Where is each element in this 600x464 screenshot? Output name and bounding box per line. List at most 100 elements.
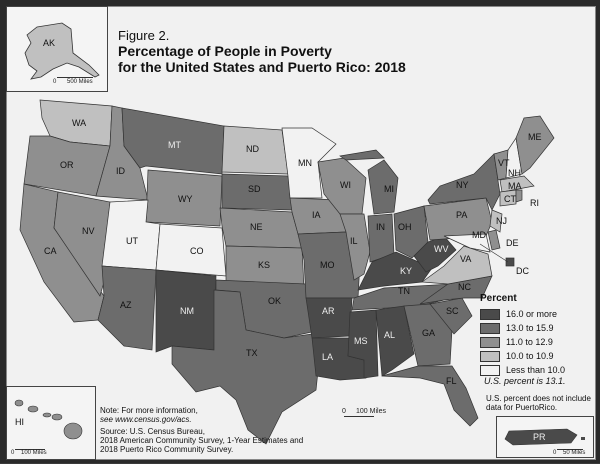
state-label-or: OR xyxy=(60,160,74,170)
state-label-ne: NE xyxy=(250,222,263,232)
figure-title-line1: Percentage of People in Poverty xyxy=(118,43,332,59)
ak-scale-label: 500 Miles xyxy=(67,79,93,85)
state-label-wi: WI xyxy=(340,180,351,190)
us-percent-note: U.S. percent is 13.1. xyxy=(484,376,566,386)
legend-swatch xyxy=(480,336,500,348)
legend-item: 10.0 to 10.9 xyxy=(480,349,592,363)
state-de xyxy=(487,229,501,251)
legend-label: Less than 10.0 xyxy=(506,365,566,375)
puerto-rico-shape xyxy=(504,428,585,446)
dc-leader-line xyxy=(479,243,509,263)
legend-title: Percent xyxy=(480,293,517,304)
state-label-ks: KS xyxy=(258,260,271,270)
note-line: 2018 Puerto Rico Community Survey. xyxy=(100,445,234,454)
state-label-ri: RI xyxy=(530,198,539,208)
state-label-hi: HI xyxy=(15,417,24,427)
state-label-mt: MT xyxy=(168,140,181,150)
state-label-pr: PR xyxy=(533,432,546,442)
alaska-inset: AK 0 500 Miles xyxy=(6,6,108,92)
state-ma xyxy=(499,175,535,193)
note-line: see www.census.gov/acs. xyxy=(100,415,192,424)
state-label-oh: OH xyxy=(398,222,412,232)
legend-swatch xyxy=(480,308,500,320)
main-scale-label: 100 Miles xyxy=(356,408,386,415)
legend: Percent 16.0 or more 13.0 to 15.9 11.0 t… xyxy=(480,293,592,377)
legend-label: 10.0 to 10.9 xyxy=(506,351,554,361)
ak-scale-zero: 0 xyxy=(53,79,57,85)
state-label-sd: SD xyxy=(248,184,261,194)
state-al xyxy=(375,305,415,377)
state-label-ak: AK xyxy=(43,38,56,48)
state-nv xyxy=(53,191,111,297)
state-label-ms: MS xyxy=(354,336,368,346)
state-ga xyxy=(403,303,453,367)
state-label-nd: ND xyxy=(246,144,259,154)
legend-item: 11.0 to 12.9 xyxy=(480,335,592,349)
state-label-ga: GA xyxy=(422,328,436,338)
state-label-co: CO xyxy=(190,246,204,256)
state-label-ia: IA xyxy=(312,210,321,220)
state-ar xyxy=(305,297,353,339)
state-nj xyxy=(489,209,503,233)
state-label-la: LA xyxy=(322,352,334,362)
source-note: Note: For more information, see www.cens… xyxy=(100,406,330,454)
state-label-ct: CT xyxy=(504,194,516,204)
legend-swatch xyxy=(480,322,500,334)
state-label-ok: OK xyxy=(268,296,282,306)
state-label-va: VA xyxy=(460,254,472,264)
state-va xyxy=(421,245,493,285)
state-label-az: AZ xyxy=(120,300,132,310)
main-scale-bar xyxy=(344,416,374,417)
state-mi xyxy=(339,149,399,215)
state-me xyxy=(515,115,555,175)
pr-excluded-note: U.S. percent does not include data for P… xyxy=(486,394,591,412)
legend-item: 16.0 or more xyxy=(480,307,592,321)
legend-item: Less than 10.0 xyxy=(480,363,592,377)
note-line: 2018 American Community Survey, 1-Year E… xyxy=(100,436,304,445)
hi-scale-zero: 0 xyxy=(11,450,15,456)
state-label-wv: WV xyxy=(434,244,449,254)
state-label-mi: MI xyxy=(384,184,394,194)
legend-swatch xyxy=(480,364,500,376)
state-label-nv: NV xyxy=(82,226,95,236)
state-label-tn: TN xyxy=(398,286,410,296)
state-label-fl: FL xyxy=(446,376,457,386)
state-label-ut: UT xyxy=(126,236,138,246)
state-md xyxy=(443,233,491,253)
state-label-il: IL xyxy=(350,236,358,246)
state-ct xyxy=(499,189,517,207)
state-label-nc: NC xyxy=(458,282,471,292)
state-sc xyxy=(429,297,473,335)
state-label-nj: NJ xyxy=(496,216,507,226)
state-il xyxy=(339,213,371,281)
state-tx xyxy=(171,289,321,445)
state-label-wa: WA xyxy=(72,118,87,128)
state-wv xyxy=(413,235,457,273)
note-line: Note: For more information, xyxy=(100,406,198,415)
state-label-mo: MO xyxy=(320,260,335,270)
state-fl xyxy=(381,365,479,427)
main-scale-zero: 0 xyxy=(342,408,346,415)
state-label-dc: DC xyxy=(516,266,529,276)
state-label-sc: SC xyxy=(446,306,459,316)
state-label-pa: PA xyxy=(456,210,468,220)
state-label-tx: TX xyxy=(246,348,258,358)
state-label-in: IN xyxy=(376,222,385,232)
state-mn xyxy=(281,127,337,199)
state-label-ny: NY xyxy=(456,180,469,190)
legend-label: 11.0 to 12.9 xyxy=(506,337,553,347)
legend-label: 13.0 to 15.9 xyxy=(506,323,554,333)
state-label-nm: NM xyxy=(180,306,194,316)
pr-scale-label: 50 Miles xyxy=(563,450,586,456)
state-label-id: ID xyxy=(116,166,125,176)
legend-item: 13.0 to 15.9 xyxy=(480,321,592,335)
state-label-mn: MN xyxy=(298,158,312,168)
state-label-ky: KY xyxy=(400,266,413,276)
state-label-vt: VT xyxy=(498,158,510,168)
state-label-de: DE xyxy=(506,238,519,248)
state-label-md: MD xyxy=(472,230,486,240)
legend-label: 16.0 or more xyxy=(506,309,558,319)
state-label-wy: WY xyxy=(178,194,193,204)
state-dc xyxy=(505,257,515,267)
